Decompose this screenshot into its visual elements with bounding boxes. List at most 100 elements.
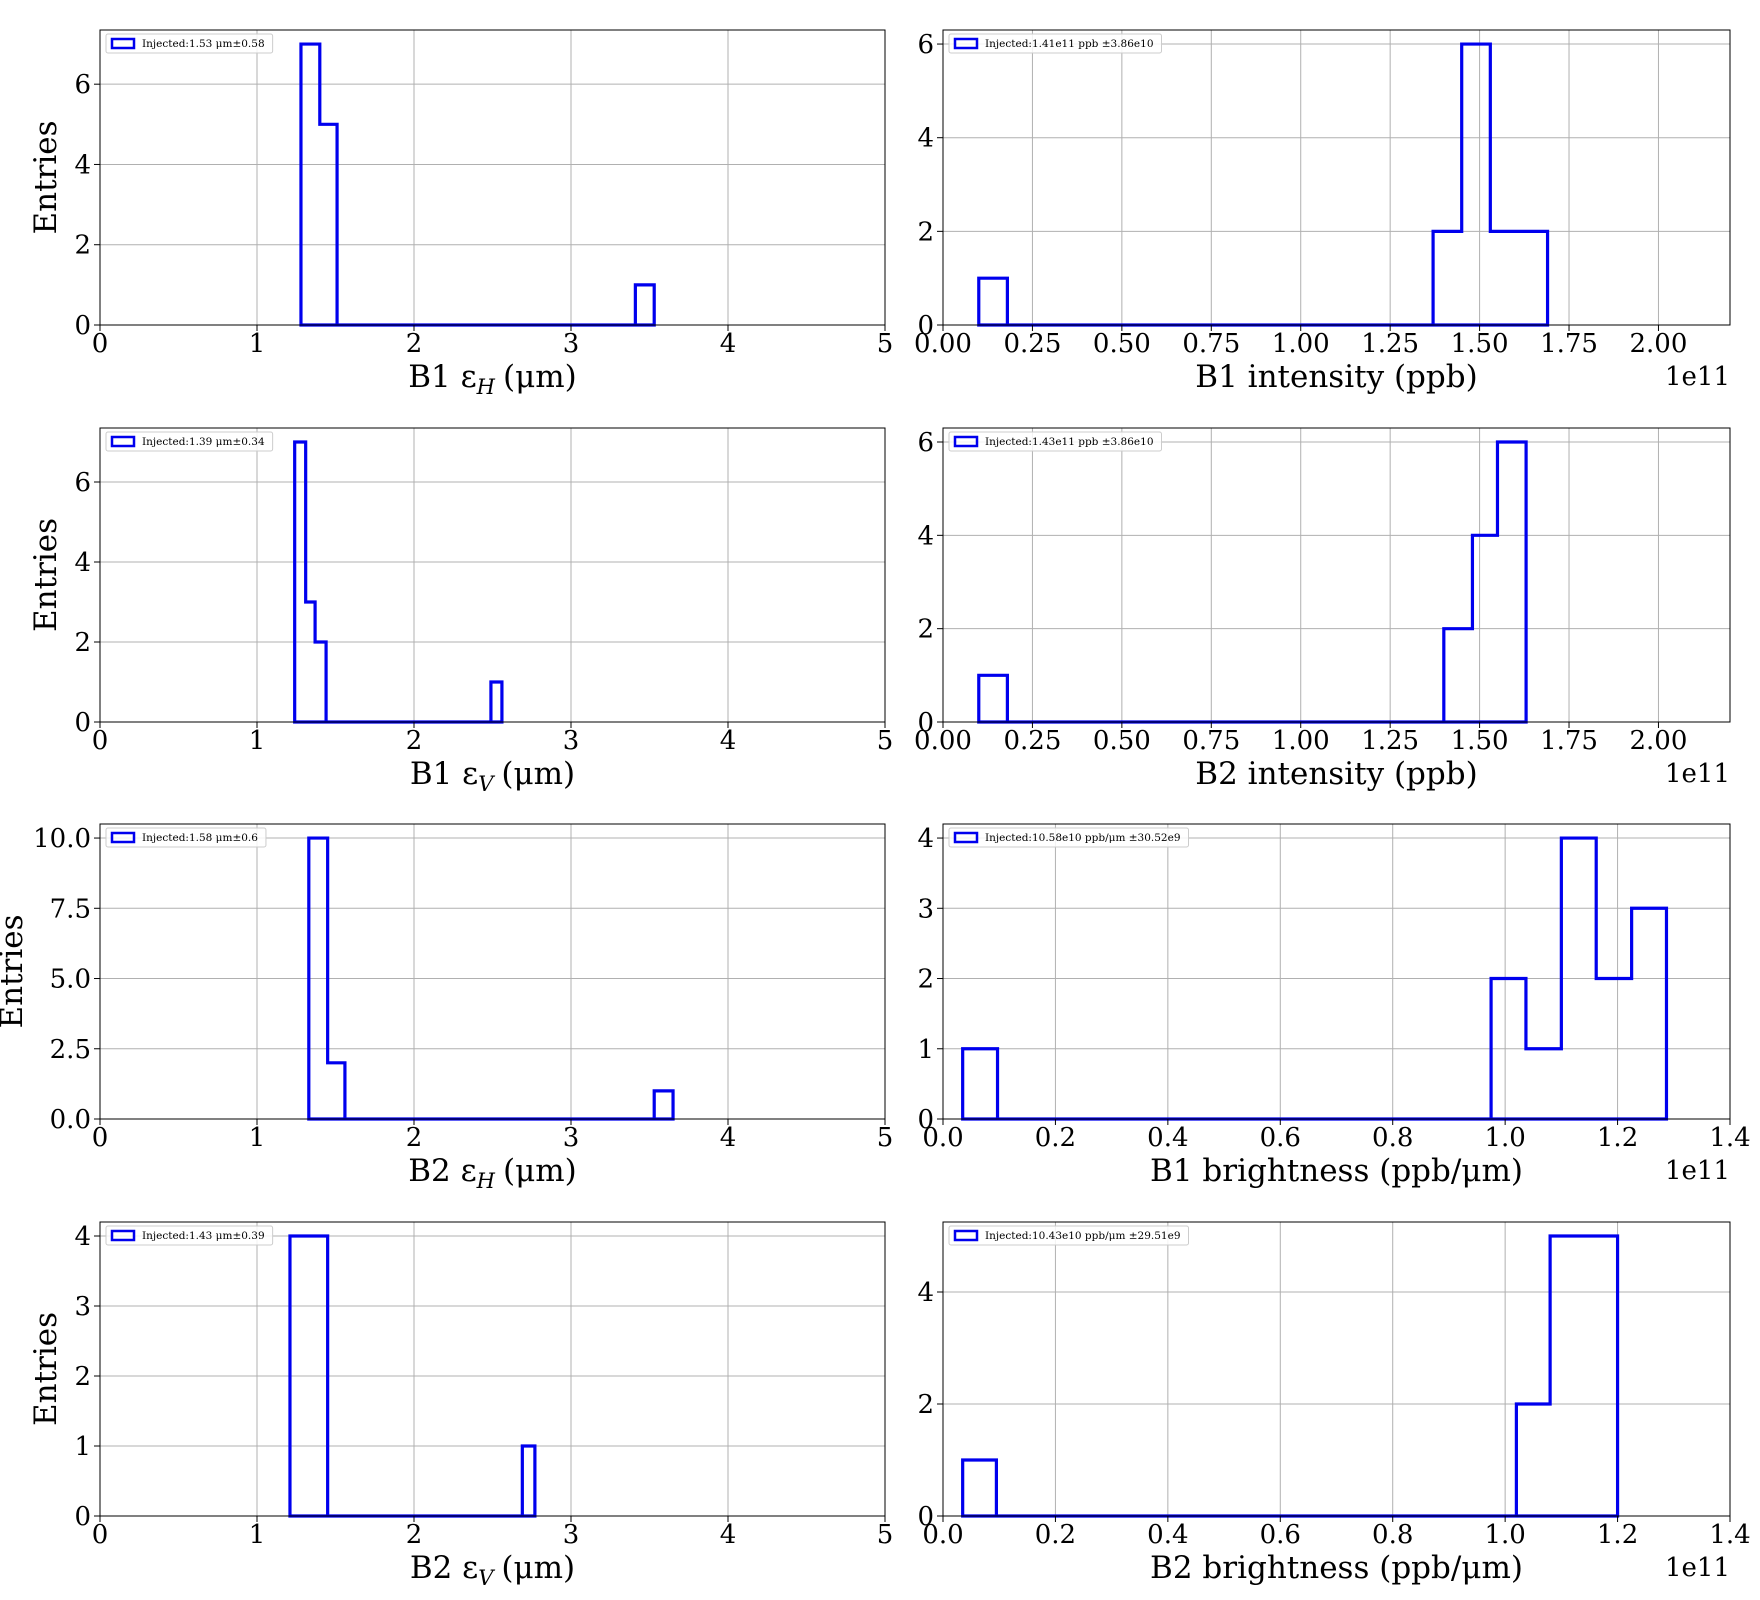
histogram-panel-2: 0.00 0.25 0.50 0.75 1.00 1.25 1.50 1.75 2.00 0 2 4 6… (914, 29, 1731, 395)
x-axis-label: B2 intensity (ppb) (1195, 756, 1477, 792)
x-axis-label-unit: (μm) (503, 1153, 577, 1189)
legend: Injected:1.43 μm±0.39 (105, 1225, 274, 1246)
x-tick-label: 0.4 (1147, 1520, 1188, 1550)
legend-label: Injected:1.58 μm±0.6 (142, 832, 258, 844)
x-axis-label-main: B2 intensity (ppb) (1195, 756, 1477, 792)
histogram-panel-8: 0.0 0.2 0.4 0.6 0.8 1.0 1.2 1.4 0 2 4 B2 brightness… (917, 1221, 1751, 1586)
legend-swatch (110, 831, 136, 844)
legend-swatch (953, 37, 979, 50)
x-tick-label: 5 (877, 726, 894, 756)
plot-frame (942, 823, 1731, 1120)
histogram-series (299, 42, 656, 327)
x-tick-label: 0.8 (1372, 1123, 1413, 1153)
x-tick-label: 0 (92, 1123, 109, 1153)
grid-lines (942, 30, 1730, 326)
x-tick-label: 4 (720, 1520, 737, 1550)
histogram-series (293, 440, 504, 724)
y-tick-label: 7.5 (50, 894, 91, 924)
grid-lines (942, 1222, 1731, 1517)
legend-frame (105, 1225, 274, 1246)
y-tick-label: 4 (917, 521, 934, 551)
x-tick-label: 0.6 (1260, 1520, 1301, 1550)
histogram-panel-5: 0 1 2 3 4 5 0.0 2.5 5.0 7.5 10.0 B2 εH (μm) Entries In… (0, 823, 893, 1193)
legend-label: Injected:1.41e11 ppb ±3.86e10 (985, 38, 1154, 50)
legend-frame (105, 33, 274, 54)
histogram-panel-7: 0 1 2 3 4 5 0 1 2 3 4 B2 εV (μm) Entries Injected:1.43… (28, 1221, 893, 1590)
y-tick-label: 5.0 (50, 965, 91, 995)
legend-swatch (110, 37, 136, 50)
legend-label: Injected:10.43e10 ppb/μm ±29.51e9 (985, 1230, 1181, 1242)
x-tick-label: 0.25 (1003, 726, 1061, 756)
grid-lines (942, 428, 1730, 723)
y-tick-label: 4 (74, 1222, 91, 1252)
x-tick-label: 1.2 (1597, 1123, 1638, 1153)
legend: Injected:1.53 μm±0.58 (105, 33, 274, 54)
x-tick-label: 0 (92, 1520, 109, 1550)
y-tick-label: 4 (917, 124, 934, 154)
x-tick-label: 4 (720, 329, 737, 359)
plot-frame (942, 29, 1731, 326)
x-tick-label: 0 (92, 329, 109, 359)
y-tick-label: 0.0 (50, 1105, 91, 1135)
y-tick-label: 1 (917, 1035, 934, 1065)
x-tick-label: 2.00 (1630, 726, 1688, 756)
x-tick-label: 0.75 (1182, 329, 1240, 359)
y-tick-label: 3 (74, 1292, 91, 1322)
x-tick-label: 2 (406, 1520, 423, 1550)
plot-frame (99, 427, 886, 723)
x-tick-label: 3 (563, 329, 580, 359)
x-tick-label: 1 (249, 1520, 266, 1550)
x-axis-label-unit: (μm) (501, 1550, 575, 1586)
x-tick-label: 3 (563, 1123, 580, 1153)
legend-label: Injected:1.39 μm±0.34 (142, 436, 265, 448)
y-tick-label: 2 (917, 217, 934, 247)
grid-lines (99, 824, 886, 1120)
y-tick-label: 2 (917, 1390, 934, 1420)
x-tick-label: 1 (249, 1123, 266, 1153)
grid-lines (99, 30, 886, 326)
x-offset-label: 1e11 (1665, 1553, 1730, 1583)
x-tick-label: 1.2 (1597, 1520, 1638, 1550)
x-tick-label: 0.00 (914, 329, 972, 359)
y-axis-label: Entries (28, 1312, 64, 1426)
histogram-panel-3: 0 1 2 3 4 5 0 2 4 6 B1 εV (μm) Entries Injected:1.39 … (28, 427, 894, 796)
legend-frame (948, 431, 1162, 452)
x-tick-label: 0.00 (914, 726, 972, 756)
y-tick-label: 6 (917, 30, 934, 60)
x-axis-label-subscript: H (476, 1169, 496, 1193)
x-axis-label-subscript: V (478, 772, 495, 796)
legend-frame (948, 827, 1189, 848)
legend: Injected:1.58 μm±0.6 (105, 827, 267, 848)
x-tick-label: 2 (406, 1123, 423, 1153)
x-tick-label: 0.0 (922, 1123, 963, 1153)
x-axis-label-main: B2 ε (408, 1153, 476, 1189)
plot-frame (942, 427, 1731, 723)
x-tick-label: 3 (563, 1520, 580, 1550)
x-axis-label-main: B1 ε (408, 359, 476, 395)
x-offset-label: 1e11 (1665, 1156, 1730, 1186)
y-tick-label: 6 (74, 468, 91, 498)
histogram-series (977, 440, 1528, 724)
y-tick-label: 2 (74, 231, 91, 261)
x-axis-label: B1 εV (μm) (410, 756, 575, 796)
x-tick-label: 0.2 (1035, 1520, 1076, 1550)
x-tick-label: 1.50 (1451, 329, 1509, 359)
y-axis-label: Entries (0, 914, 30, 1028)
plot-frame (99, 823, 886, 1120)
legend: Injected:10.43e10 ppb/μm ±29.51e9 (948, 1225, 1189, 1246)
legend-swatch (953, 1229, 979, 1242)
x-axis-label: B1 εH (μm) (408, 359, 576, 399)
y-tick-label: 1 (74, 1432, 91, 1462)
y-tick-label: 10.0 (33, 824, 91, 854)
x-tick-label: 1.25 (1361, 329, 1419, 359)
x-axis-label-main: B1 brightness (ppb/ (1150, 1153, 1462, 1189)
x-axis-label-main: B2 ε (410, 1550, 478, 1586)
legend-label: Injected:1.53 μm±0.58 (142, 38, 265, 50)
histogram-panel-6: 0.0 0.2 0.4 0.6 0.8 1.0 1.2 1.4 0 1 2 3 4 B1 brightne… (917, 823, 1751, 1189)
x-axis-label: B1 intensity (ppb) (1195, 359, 1477, 395)
y-axis-label: Entries (28, 518, 64, 632)
y-tick-label: 2 (74, 628, 91, 658)
y-tick-label: 6 (74, 70, 91, 100)
x-tick-label: 0.25 (1003, 329, 1061, 359)
x-tick-label: 1 (249, 726, 266, 756)
